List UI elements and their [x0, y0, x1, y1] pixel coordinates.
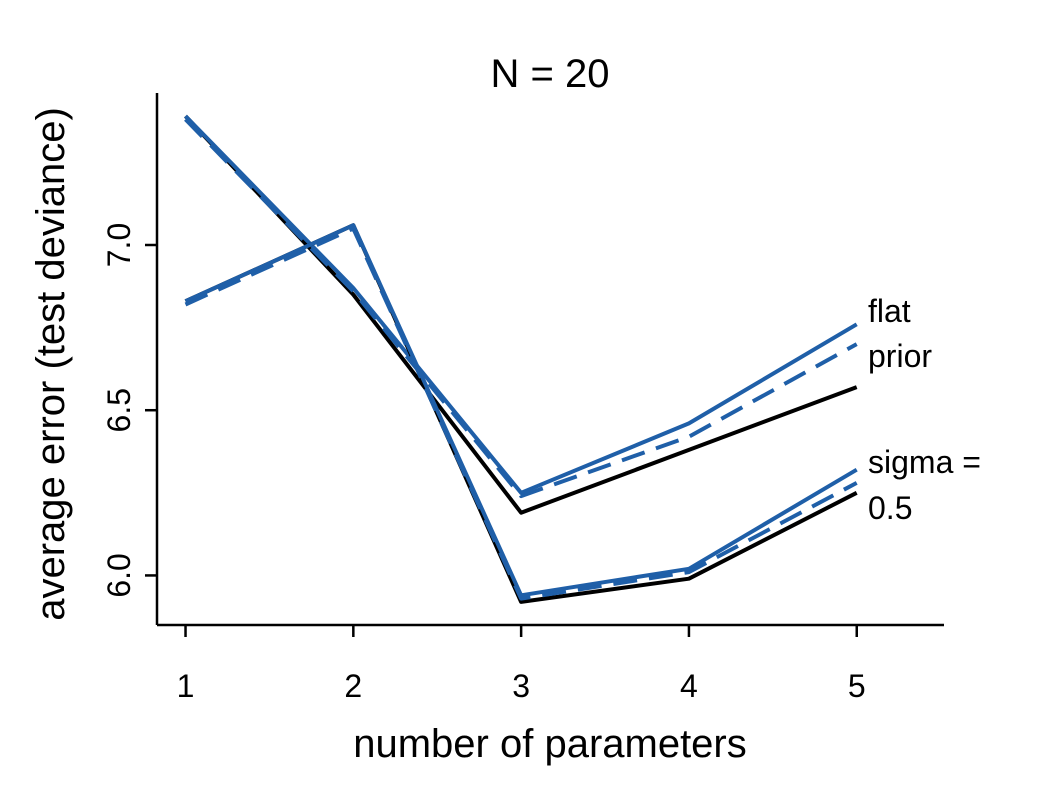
y-axis-label: average error (test deviance): [29, 107, 73, 621]
x-tick-label: 4: [680, 668, 698, 704]
upper-group-black-line: [184, 114, 858, 515]
y-tick-label: 6.5: [101, 388, 137, 432]
annotation-label: sigma =: [868, 444, 981, 480]
x-tick-label: 5: [848, 668, 866, 704]
lower-group-dashed-line: [184, 226, 858, 601]
upper-group-blue-line: [184, 114, 858, 495]
y-tick-label: 6.0: [101, 553, 137, 597]
lower-group-blue-line: [184, 223, 858, 598]
x-tick-label: 3: [512, 668, 530, 704]
lower-group-black-line: [184, 223, 858, 604]
upper-group-dashed-line: [184, 118, 858, 499]
y-tick-label: 7.0: [101, 223, 137, 267]
annotation-label: 0.5: [868, 490, 912, 526]
annotation-label: prior: [868, 338, 932, 374]
annotation-layer: flat prior sigma = 0.5: [868, 293, 981, 526]
x-axis-label: number of parameters: [353, 722, 747, 766]
x-tick-label: 2: [344, 668, 362, 704]
x-tick-label: 1: [177, 668, 195, 704]
annotation-label: flat: [868, 293, 911, 329]
series-layer: [184, 114, 858, 604]
chart-title: N = 20: [491, 52, 610, 96]
axes: 1 2 3 4 5 6.0 6.5 7.0: [101, 93, 944, 704]
